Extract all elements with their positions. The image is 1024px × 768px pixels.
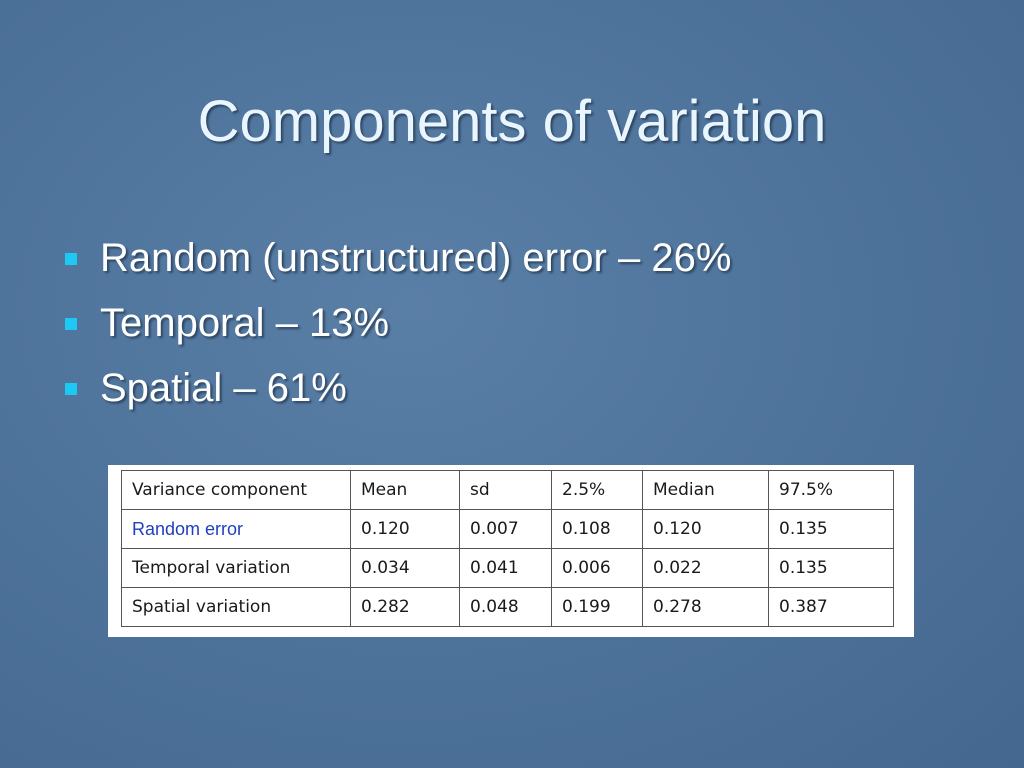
- header-cell: Mean: [350, 470, 460, 510]
- table-cell: Spatial variation: [121, 587, 351, 627]
- table-cell: 0.135: [768, 548, 894, 588]
- table-cell: 0.006: [551, 548, 643, 588]
- header-cell: 97.5%: [768, 470, 894, 510]
- variance-table: Variance component Mean sd 2.5% Median 97.5% R…: [121, 470, 894, 627]
- bullet-item: Spatial – 61%: [62, 362, 731, 427]
- table-cell: 0.120: [642, 509, 769, 549]
- table-row: Spatial variation 0.282 0.048 0.199 0.278 0.3…: [121, 587, 894, 627]
- table-cell: 0.034: [350, 548, 460, 588]
- bullet-item: Random (unstructured) error – 26%: [62, 232, 731, 297]
- bullet-list: Random (unstructured) error – 26% Tempora…: [62, 232, 731, 427]
- header-cell: Median: [642, 470, 769, 510]
- table-cell: Random error: [121, 509, 351, 549]
- table-row: Random error 0.120 0.007 0.108 0.120 0.135: [121, 509, 894, 549]
- table-cell: 0.007: [459, 509, 552, 549]
- table-cell: 0.278: [642, 587, 769, 627]
- bullet-item: Temporal – 13%: [62, 297, 731, 362]
- header-cell: 2.5%: [551, 470, 643, 510]
- table-cell: 0.048: [459, 587, 552, 627]
- header-cell: Variance component: [121, 470, 351, 510]
- table-cell: 0.041: [459, 548, 552, 588]
- table-cell: 0.282: [350, 587, 460, 627]
- header-cell: sd: [459, 470, 552, 510]
- table-row: Temporal variation 0.034 0.041 0.006 0.022 0.…: [121, 548, 894, 588]
- table-cell: 0.022: [642, 548, 769, 588]
- table-cell: 0.199: [551, 587, 643, 627]
- table-cell: 0.120: [350, 509, 460, 549]
- table-cell: 0.135: [768, 509, 894, 549]
- table-cell: Temporal variation: [121, 548, 351, 588]
- slide-title: Components of variation: [197, 89, 827, 154]
- table-cell: 0.387: [768, 587, 894, 627]
- table-panel: Variance component Mean sd 2.5% Median 97.5% R…: [108, 465, 914, 637]
- header-row: Variance component Mean sd 2.5% Median 97.5%: [121, 470, 894, 510]
- table-cell: 0.108: [551, 509, 643, 549]
